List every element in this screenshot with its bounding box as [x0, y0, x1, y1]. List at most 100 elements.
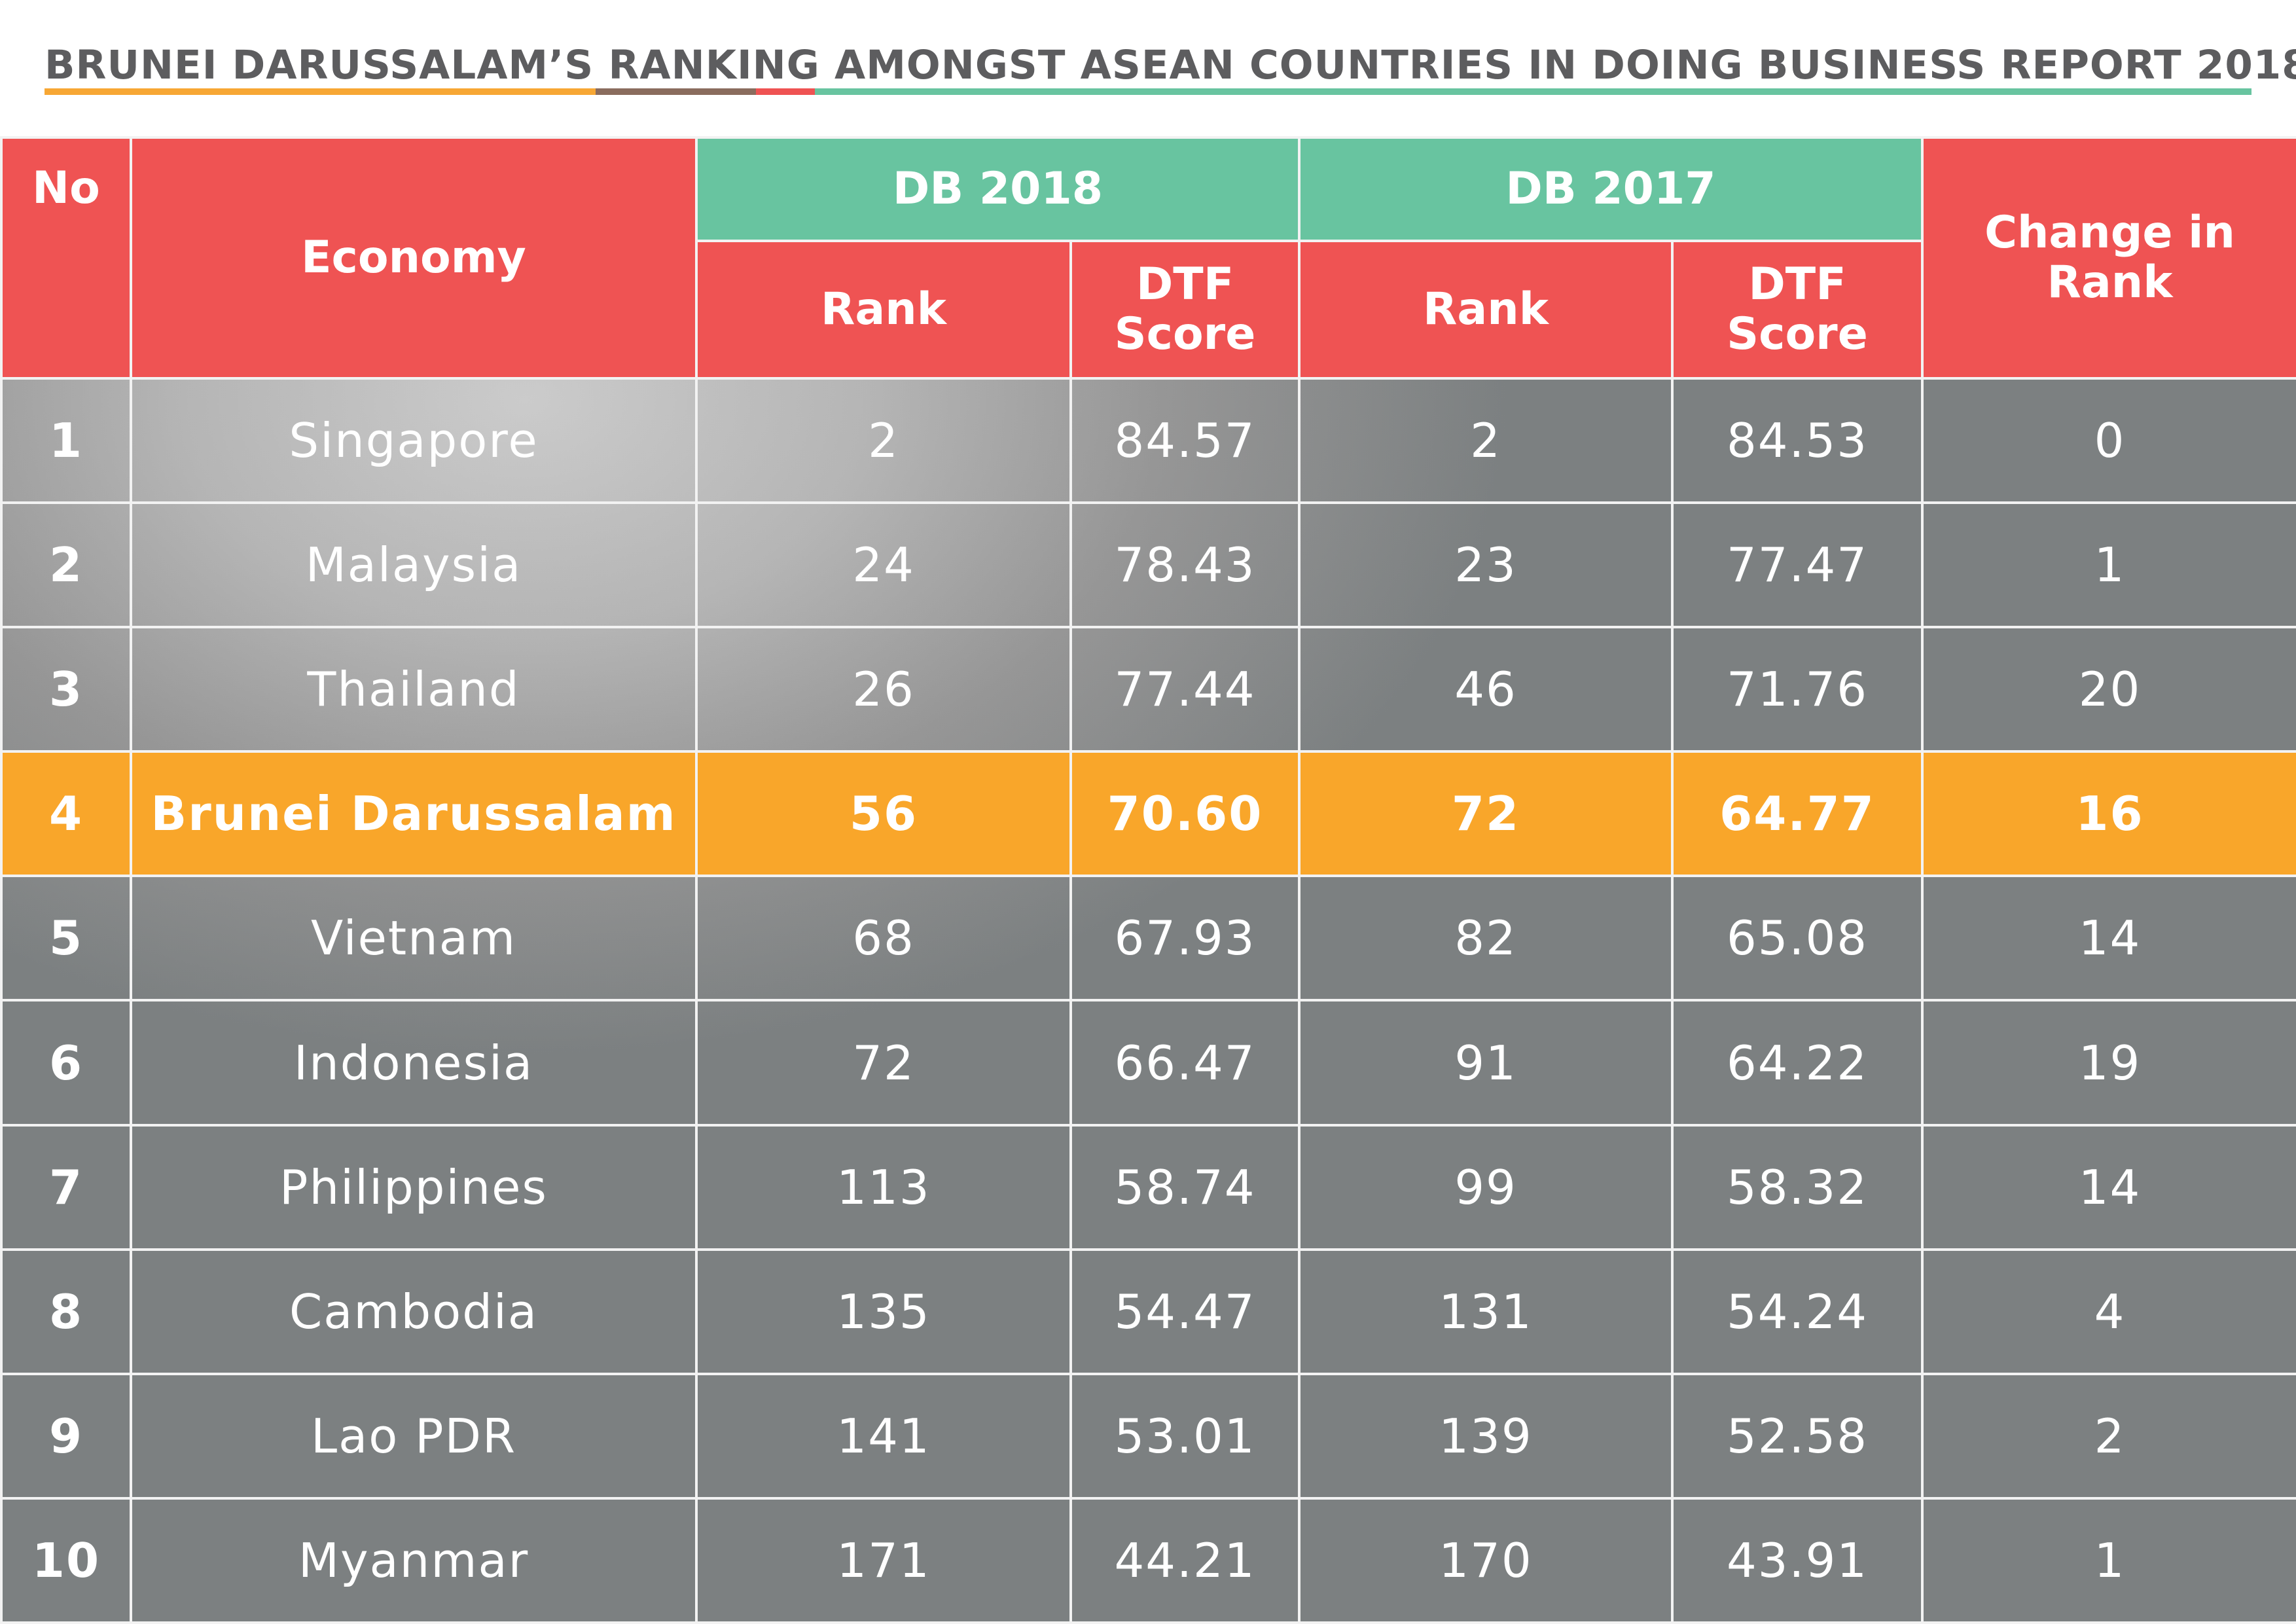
header-db2018: DB 2018	[695, 136, 1300, 242]
cell-change-in-rank: 14	[1921, 1123, 2296, 1251]
table-row: 1 Singapore 2 84.57 2 84.53 0	[0, 376, 2296, 505]
cell-change-in-rank: 4	[1921, 1248, 2296, 1375]
cell-db2017-rank: 23	[1298, 501, 1674, 629]
header-dtf-line2: Score	[1114, 308, 1256, 360]
underline-segment-red	[756, 88, 815, 95]
header-no: No	[0, 136, 132, 380]
cell-db2017-dtf-score: 52.58	[1671, 1372, 1924, 1500]
cell-db2018-rank: 56	[695, 750, 1072, 878]
cell-db2018-dtf-score: 70.60	[1069, 750, 1300, 878]
cell-no: 5	[0, 875, 132, 1002]
cell-db2018-rank: 2	[695, 376, 1072, 505]
cell-db2018-rank: 26	[695, 626, 1072, 753]
cell-db2018-rank: 72	[695, 999, 1072, 1127]
header-dtf-line1: DTF	[1748, 259, 1846, 310]
cell-economy: Malaysia	[130, 501, 698, 629]
table-body: 1 Singapore 2 84.57 2 84.53 0 2 Malaysia 24 78.43 2…	[0, 376, 2296, 1624]
cell-no: 4	[0, 750, 132, 878]
cell-economy: Lao PDR	[130, 1372, 698, 1500]
cell-db2017-rank: 139	[1298, 1372, 1674, 1500]
cell-db2017-rank: 46	[1298, 626, 1674, 753]
header-dtf-line1: DTF	[1136, 259, 1234, 310]
cell-economy: Vietnam	[130, 875, 698, 1002]
cell-change-in-rank: 20	[1921, 626, 2296, 753]
cell-db2017-rank: 72	[1298, 750, 1674, 878]
cell-change-in-rank: 14	[1921, 875, 2296, 1002]
cell-db2018-rank: 135	[695, 1248, 1072, 1375]
table-row: 6 Indonesia 72 66.47 91 64.22 19	[0, 999, 2296, 1127]
cell-economy: Cambodia	[130, 1248, 698, 1375]
table-row: 3 Thailand 26 77.44 46 71.76 20	[0, 626, 2296, 753]
cell-db2018-rank: 141	[695, 1372, 1072, 1500]
table-row: 10 Myanmar 171 44.21 170 43.91 1	[0, 1496, 2296, 1624]
cell-db2017-dtf-score: 77.47	[1671, 501, 1924, 629]
header-db2018-rank: Rank	[695, 240, 1072, 380]
cell-db2017-rank: 99	[1298, 1123, 1674, 1251]
underline-segment-brown	[596, 88, 756, 95]
cell-db2018-dtf-score: 44.21	[1069, 1496, 1300, 1624]
chart-title: BRUNEI DARUSSALAM’S RANKING AMONGST ASEA…	[45, 42, 2296, 88]
header-db2017-dtf-score: DTF Score	[1671, 240, 1924, 380]
cell-db2018-dtf-score: 67.93	[1069, 875, 1300, 1002]
table-row: 2 Malaysia 24 78.43 23 77.47 1	[0, 501, 2296, 629]
cell-db2018-rank: 24	[695, 501, 1072, 629]
cell-db2018-dtf-score: 58.74	[1069, 1123, 1300, 1251]
cell-no: 2	[0, 501, 132, 629]
table-row: 9 Lao PDR 141 53.01 139 52.58 2	[0, 1372, 2296, 1500]
cell-db2017-dtf-score: 64.22	[1671, 999, 1924, 1127]
cell-db2017-dtf-score: 58.32	[1671, 1123, 1924, 1251]
table-row: 8 Cambodia 135 54.47 131 54.24 4	[0, 1248, 2296, 1375]
cell-economy: Myanmar	[130, 1496, 698, 1624]
cell-change-in-rank: 19	[1921, 999, 2296, 1127]
cell-change-in-rank: 2	[1921, 1372, 2296, 1500]
header-change-line2: Rank	[2047, 257, 2173, 308]
cell-db2017-dtf-score: 54.24	[1671, 1248, 1924, 1375]
cell-economy: Brunei Darussalam	[130, 750, 698, 878]
cell-economy: Indonesia	[130, 999, 698, 1127]
cell-no: 1	[0, 376, 132, 505]
cell-no: 8	[0, 1248, 132, 1375]
cell-db2017-rank: 170	[1298, 1496, 1674, 1624]
table-row: 7 Philippines 113 58.74 99 58.32 14	[0, 1123, 2296, 1251]
header-db2017-rank: Rank	[1298, 240, 1674, 380]
cell-change-in-rank: 0	[1921, 376, 2296, 505]
cell-db2017-rank: 82	[1298, 875, 1674, 1002]
header-economy: Economy	[130, 136, 698, 380]
cell-db2018-rank: 171	[695, 1496, 1072, 1624]
title-underline	[45, 88, 2251, 95]
cell-db2018-dtf-score: 77.44	[1069, 626, 1300, 753]
header-db2018-dtf-score: DTF Score	[1069, 240, 1300, 380]
cell-db2018-rank: 68	[695, 875, 1072, 1002]
cell-no: 7	[0, 1123, 132, 1251]
cell-db2017-dtf-score: 71.76	[1671, 626, 1924, 753]
cell-db2017-dtf-score: 43.91	[1671, 1496, 1924, 1624]
header-db2017: DB 2017	[1298, 136, 1924, 242]
cell-no: 6	[0, 999, 132, 1127]
cell-no: 10	[0, 1496, 132, 1624]
underline-segment-orange	[45, 88, 596, 95]
header-change-line1: Change in	[1984, 207, 2235, 259]
cell-db2017-rank: 131	[1298, 1248, 1674, 1375]
cell-db2018-dtf-score: 53.01	[1069, 1372, 1300, 1500]
cell-db2017-dtf-score: 84.53	[1671, 376, 1924, 505]
cell-change-in-rank: 1	[1921, 501, 2296, 629]
ranking-table: No Economy DB 2018 DB 2017 Change in Ran…	[0, 136, 2296, 1624]
cell-economy: Philippines	[130, 1123, 698, 1251]
cell-db2017-rank: 2	[1298, 376, 1674, 505]
cell-db2018-dtf-score: 66.47	[1069, 999, 1300, 1127]
cell-db2018-dtf-score: 84.57	[1069, 376, 1300, 505]
cell-no: 3	[0, 626, 132, 753]
cell-db2018-dtf-score: 54.47	[1069, 1248, 1300, 1375]
cell-db2017-dtf-score: 65.08	[1671, 875, 1924, 1002]
table-row: 4 Brunei Darussalam 56 70.60 72 64.77 16	[0, 750, 2296, 878]
cell-change-in-rank: 16	[1921, 750, 2296, 878]
cell-economy: Thailand	[130, 626, 698, 753]
header-dtf-line2: Score	[1727, 308, 1868, 360]
cell-db2017-dtf-score: 64.77	[1671, 750, 1924, 878]
cell-db2018-rank: 113	[695, 1123, 1072, 1251]
header-change-in-rank: Change in Rank	[1921, 136, 2296, 380]
cell-change-in-rank: 1	[1921, 1496, 2296, 1624]
cell-no: 9	[0, 1372, 132, 1500]
table-row: 5 Vietnam 68 67.93 82 65.08 14	[0, 875, 2296, 1002]
cell-db2018-dtf-score: 78.43	[1069, 501, 1300, 629]
